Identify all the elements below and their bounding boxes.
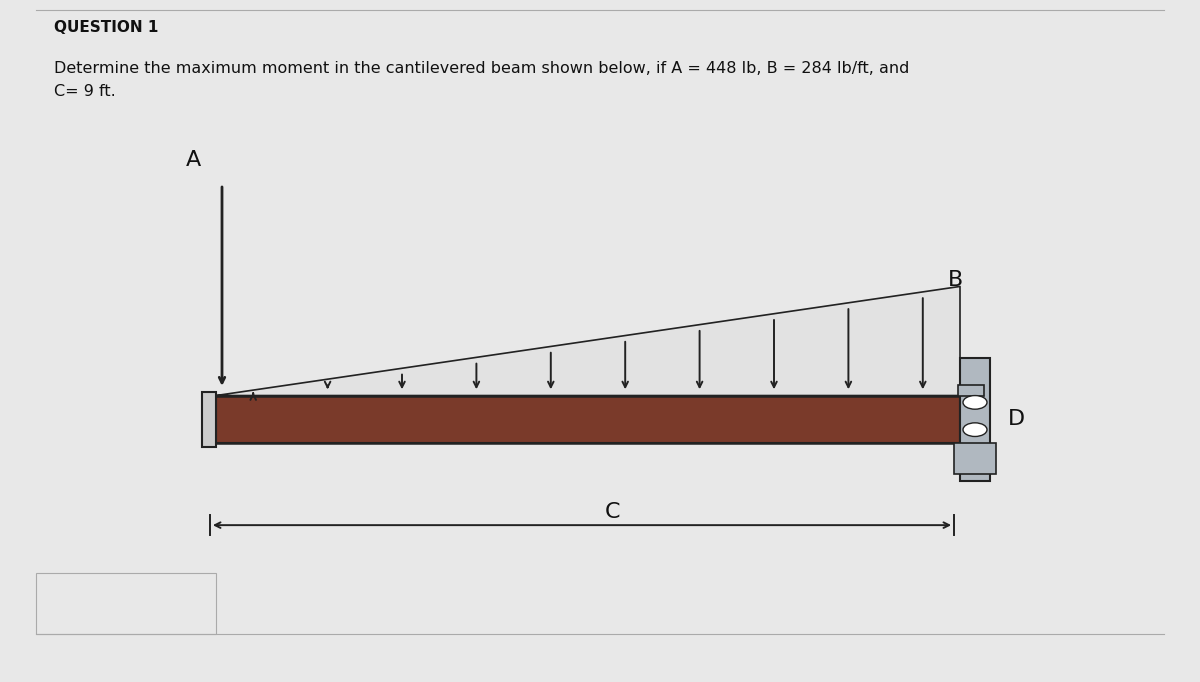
Text: A: A — [186, 151, 202, 170]
Text: B: B — [948, 269, 964, 290]
Bar — [958, 385, 984, 396]
Text: D: D — [1008, 409, 1025, 430]
Bar — [202, 392, 216, 447]
Text: C: C — [605, 502, 619, 522]
Circle shape — [964, 396, 986, 409]
Bar — [216, 396, 960, 443]
Polygon shape — [216, 286, 960, 396]
Text: QUESTION 1: QUESTION 1 — [54, 20, 158, 35]
Bar — [954, 443, 996, 474]
Text: Determine the maximum moment in the cantilevered beam shown below, if A = 448 lb: Determine the maximum moment in the cant… — [54, 61, 910, 99]
Circle shape — [964, 423, 986, 436]
Bar — [960, 358, 990, 481]
Bar — [36, 573, 216, 634]
